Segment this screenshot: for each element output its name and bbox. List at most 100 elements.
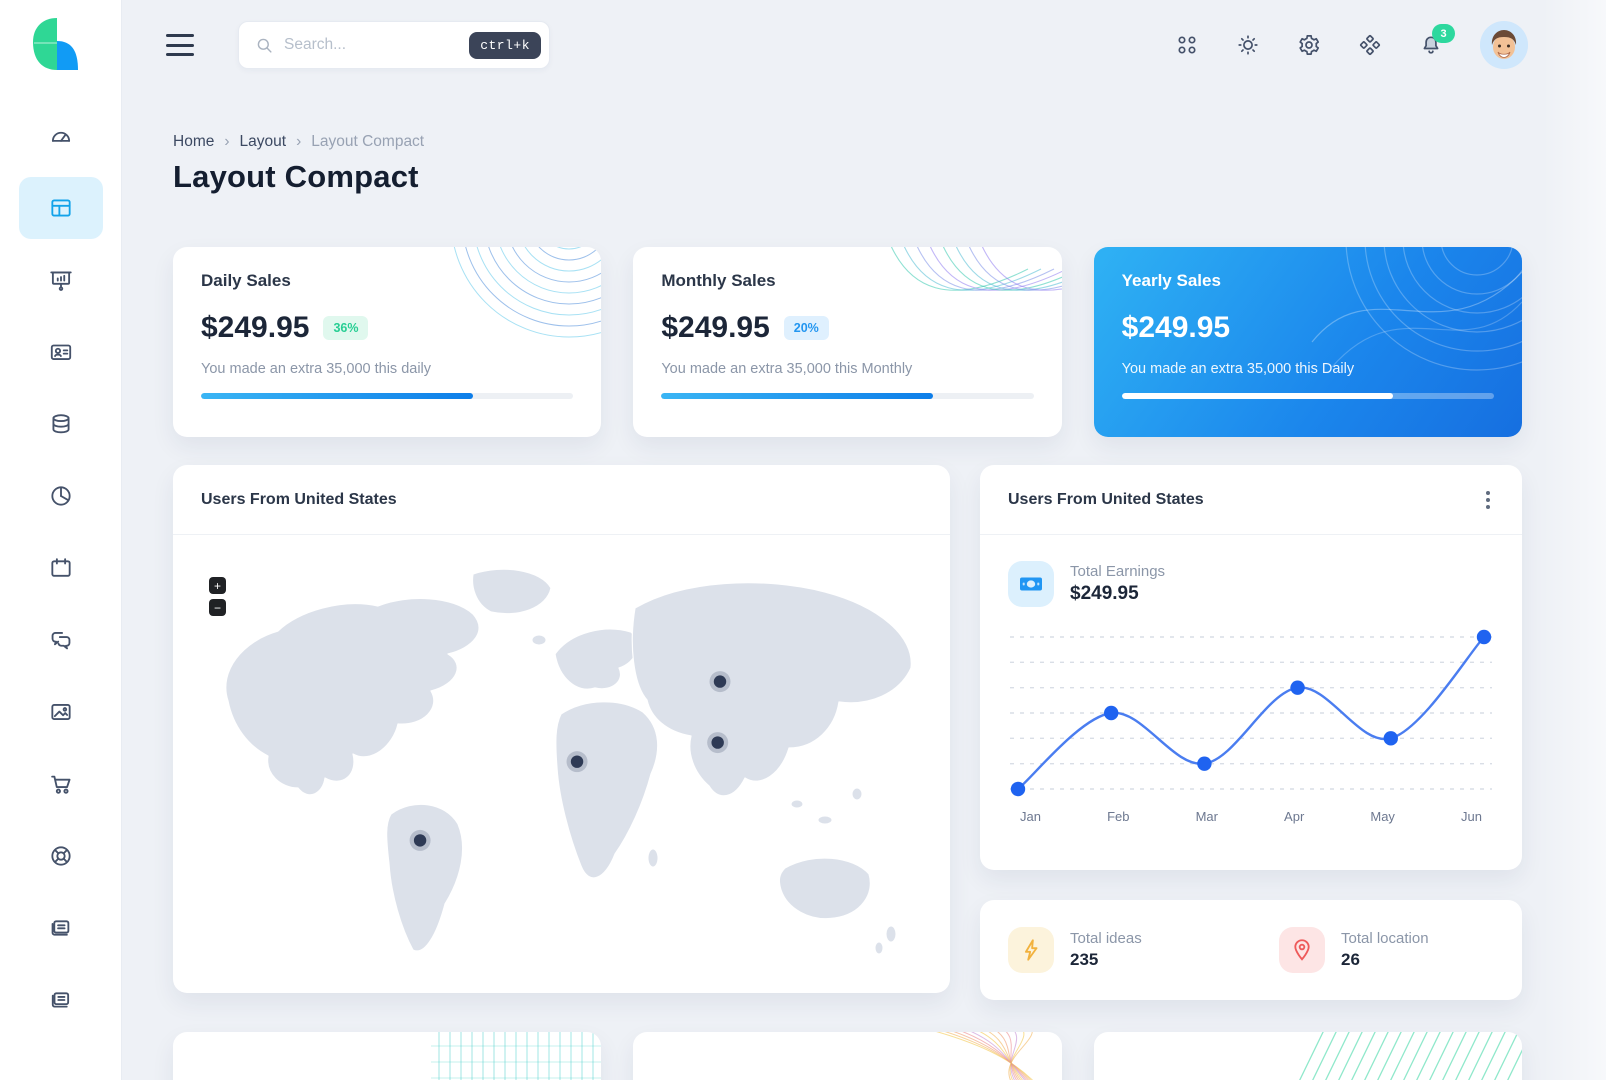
sidebar-item-calendar[interactable]	[19, 537, 103, 599]
chart-card-title: Users From United States	[1008, 490, 1204, 508]
news-icon	[51, 920, 69, 936]
progress-fill	[201, 393, 473, 399]
bottom-row	[173, 1032, 1522, 1080]
sidebar-item-chat[interactable]	[19, 609, 103, 671]
card-decoration	[935, 1032, 1033, 1080]
data-point	[1476, 629, 1492, 645]
x-axis-labels: Jan Feb Mar Apr May Jun	[1006, 801, 1496, 824]
x-axis-label: Feb	[1107, 809, 1130, 824]
sidebar-item-gauge[interactable]	[19, 105, 103, 167]
stats-row: Daily Sales $249.95 36% You made an extr…	[173, 247, 1522, 437]
progress-bar	[1121, 393, 1494, 399]
search-box[interactable]: ctrl+k	[238, 21, 550, 69]
sidebar-item-presentation[interactable]	[19, 249, 103, 311]
search-input[interactable]	[274, 36, 470, 54]
total-location-label: Total location	[1341, 930, 1429, 947]
layout-icon	[50, 199, 71, 217]
sun-button[interactable]	[1236, 33, 1260, 57]
menu-toggle-button[interactable]	[166, 34, 194, 56]
avatar-face	[1480, 21, 1528, 69]
world-map[interactable]: + −	[173, 535, 950, 992]
stat-card-subtitle: You made an extra 35,000 this Monthly	[661, 361, 913, 377]
user-avatar[interactable]	[1480, 21, 1528, 69]
bell-button[interactable]: 3	[1419, 24, 1455, 57]
total-earnings-label: Total Earnings	[1070, 563, 1166, 580]
chat-icon	[51, 632, 70, 650]
breadcrumb-layout[interactable]: Layout	[239, 133, 287, 150]
id-card-icon	[50, 344, 71, 360]
total-ideas-item: Total ideas 235	[980, 927, 1251, 973]
data-point	[1290, 680, 1305, 695]
right-edge-fade	[1542, 0, 1606, 1080]
chart-card-header: Users From United States	[980, 465, 1522, 535]
map-marker	[566, 751, 588, 773]
breadcrumb-home[interactable]: Home	[173, 133, 215, 150]
x-axis-label: May	[1370, 809, 1395, 824]
map-zoom-in-button[interactable]: +	[209, 577, 226, 594]
total-earnings-value: $249.95	[1070, 583, 1139, 604]
card-decoration	[1299, 1032, 1522, 1080]
sidebar-item-news[interactable]	[19, 897, 103, 959]
sidebar-item-invoice[interactable]	[19, 969, 103, 1031]
sidebar-item-cart[interactable]	[19, 753, 103, 815]
x-axis-label: Jun	[1461, 809, 1482, 824]
topbar-actions: 3	[1175, 21, 1528, 69]
bolt-icon	[1024, 939, 1038, 961]
stat-card-title: Monthly Sales	[661, 271, 776, 290]
monthly-sales-card: Monthly Sales $249.95 20% You made an ex…	[633, 247, 1062, 437]
map-zoom-out-button[interactable]: −	[209, 599, 226, 616]
data-point	[1104, 705, 1119, 721]
totals-card: Total ideas 235 Total location 26	[980, 900, 1522, 1000]
map-zoom-controls: + −	[209, 577, 226, 616]
widgets-icon	[1359, 34, 1381, 56]
data-point	[1010, 781, 1026, 797]
widgets-button[interactable]	[1358, 33, 1382, 57]
gallery-icon	[50, 704, 71, 720]
apps-button[interactable]	[1175, 33, 1199, 57]
breadcrumb-current: Layout Compact	[311, 133, 425, 150]
stat-card-value: $249.95	[1121, 311, 1231, 344]
sidebar-item-id-card[interactable]	[19, 321, 103, 383]
line-chart: Jan Feb Mar Apr May Jun	[980, 607, 1522, 824]
app-logo-icon	[33, 18, 78, 70]
sidebar-item-database[interactable]	[19, 393, 103, 455]
page-title: Layout Compact	[173, 159, 419, 194]
sidebar-item-pie-chart[interactable]	[19, 465, 103, 527]
sidebar	[0, 0, 122, 1080]
gear-icon	[1299, 35, 1320, 55]
invoice-icon	[51, 992, 69, 1008]
earnings-chart-card: Users From United States Total Earnings	[980, 465, 1522, 870]
middle-row: Users From United States + − Users From …	[173, 465, 1522, 1000]
apps-icon	[1178, 36, 1196, 54]
stat-card-value: $249.95	[661, 311, 770, 344]
stat-card-subtitle: You made an extra 35,000 this daily	[201, 361, 432, 377]
total-ideas-label: Total ideas	[1070, 930, 1142, 947]
bottom-card-3	[1093, 1032, 1522, 1080]
map-marker	[409, 829, 431, 851]
gauge-icon	[51, 131, 70, 142]
breadcrumb-separator: ›	[296, 133, 302, 150]
ideas-iconbox	[1008, 927, 1054, 973]
sidebar-item-layout[interactable]	[18, 177, 103, 239]
location-iconbox	[1279, 927, 1325, 973]
card-decoration	[431, 1032, 602, 1080]
bottom-card-2	[633, 1032, 1062, 1080]
pie-chart-icon	[50, 486, 71, 506]
kebab-menu-icon[interactable]	[1482, 487, 1494, 513]
x-axis-label: Apr	[1284, 809, 1305, 824]
sidebar-item-lifebuoy[interactable]	[19, 825, 103, 887]
total-ideas-value: 235	[1070, 950, 1099, 969]
world-map-svg[interactable]	[173, 535, 950, 992]
presentation-icon	[49, 271, 72, 291]
lifebuoy-icon	[50, 846, 71, 866]
app-logo[interactable]	[26, 14, 84, 74]
yearly-sales-card: Yearly Sales $249.95 You made an extra 3…	[1093, 247, 1522, 437]
users-map-card: Users From United States + −	[173, 465, 950, 993]
cart-icon	[50, 775, 70, 794]
sidebar-item-gallery[interactable]	[19, 681, 103, 743]
search-shortcut-badge: ctrl+k	[469, 31, 541, 59]
progress-bar	[661, 393, 1034, 399]
progress-fill	[1121, 393, 1394, 399]
gear-button[interactable]	[1297, 33, 1321, 57]
stat-percent-badge: 20%	[783, 316, 829, 340]
